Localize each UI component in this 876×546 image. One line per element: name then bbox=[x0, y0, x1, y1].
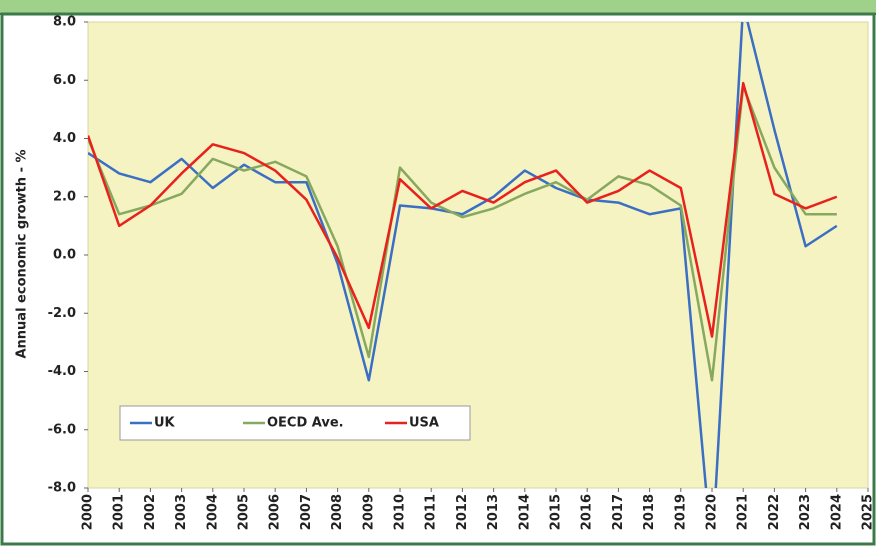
x-tick-label: 2019 bbox=[673, 494, 688, 530]
y-tick-label: 8.0 bbox=[53, 15, 76, 30]
series-line bbox=[88, 22, 838, 488]
x-tick-label: 2014 bbox=[517, 494, 532, 530]
x-tick-label: 2002 bbox=[143, 494, 158, 530]
x-tick-label: 2020 bbox=[705, 494, 720, 530]
legend-label: UK bbox=[154, 416, 176, 431]
y-tick-label: 2.0 bbox=[53, 189, 76, 204]
legend-label: USA bbox=[409, 416, 439, 431]
x-tick-label: 2006 bbox=[268, 494, 283, 530]
lines bbox=[88, 22, 838, 488]
x-tick-label: 2024 bbox=[829, 494, 844, 530]
legend bbox=[119, 405, 471, 441]
x-tick-label: 2022 bbox=[767, 494, 782, 530]
x-tick-label: 2017 bbox=[611, 494, 626, 530]
x-tick-label: 2013 bbox=[486, 494, 501, 530]
series-line bbox=[88, 81, 838, 338]
x-tick-label: 2008 bbox=[330, 494, 345, 530]
frame bbox=[0, 12, 876, 546]
series-line bbox=[88, 84, 837, 382]
x-tick-label: 2009 bbox=[361, 494, 376, 530]
x-tick-label: 2000 bbox=[81, 494, 96, 530]
x-tick-label: 2018 bbox=[642, 494, 657, 530]
x-tick-label: 2011 bbox=[424, 494, 439, 530]
y-tick-label: 6.0 bbox=[53, 73, 76, 88]
x-tick-label: 2004 bbox=[205, 494, 220, 530]
y-tick-label: -8.0 bbox=[48, 481, 76, 496]
legend-label: OECD Ave. bbox=[267, 416, 344, 431]
y-tick-label: -2.0 bbox=[48, 306, 76, 321]
x-tick-label: 2016 bbox=[580, 494, 595, 530]
x-tick-label: 2010 bbox=[393, 494, 408, 530]
x-tick-label: 2012 bbox=[455, 494, 470, 530]
x-tick-label: 2005 bbox=[237, 494, 252, 530]
y-tick-label: 4.0 bbox=[53, 131, 76, 146]
x-tick-label: 2007 bbox=[299, 494, 314, 530]
y-tick-label: 0.0 bbox=[53, 248, 76, 263]
x-tick-label: 2015 bbox=[549, 494, 564, 530]
x-tick-label: 2003 bbox=[174, 494, 189, 530]
x-tick-label: 2001 bbox=[112, 494, 127, 530]
x-tick-label: 2025 bbox=[861, 494, 876, 530]
x-tick-label: 2021 bbox=[736, 494, 751, 530]
x-tick-label: 2023 bbox=[798, 494, 813, 530]
y-axis-label: Annual economic growth - % bbox=[15, 149, 30, 358]
y-tick-label: -4.0 bbox=[48, 364, 76, 379]
y-tick-label: -6.0 bbox=[48, 422, 76, 437]
top-band bbox=[0, 0, 876, 14]
